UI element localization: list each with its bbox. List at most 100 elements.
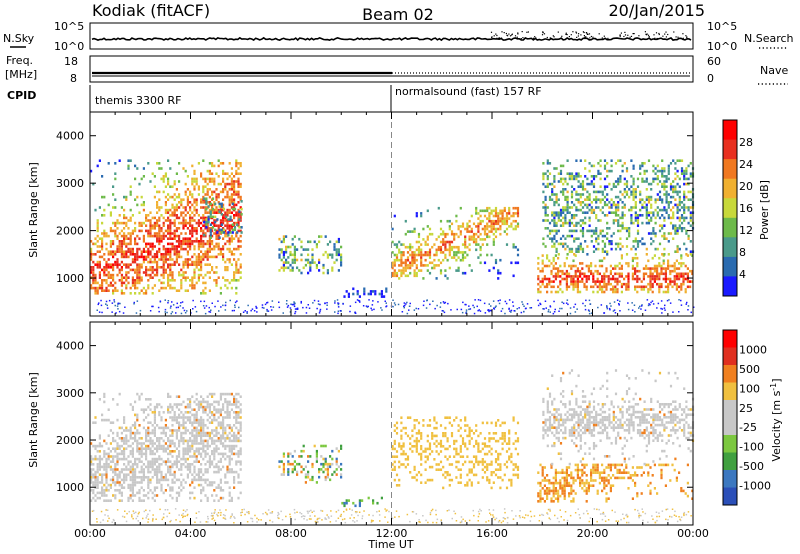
velocity-cell xyxy=(169,429,172,432)
power-cell xyxy=(632,195,635,199)
power-cell xyxy=(98,286,101,290)
power-scatter-point xyxy=(483,302,486,305)
power-cell xyxy=(171,221,174,225)
power-scatter-point xyxy=(105,300,108,303)
power-cell xyxy=(603,290,606,294)
power-cell xyxy=(598,282,601,286)
power-cell xyxy=(200,221,203,225)
power-cell xyxy=(649,288,652,291)
power-cell xyxy=(134,198,137,201)
power-cell xyxy=(296,258,299,262)
power-cell xyxy=(479,248,482,252)
velocity-cell xyxy=(105,481,108,484)
power-cell xyxy=(426,225,429,228)
power-cell xyxy=(557,211,560,214)
velocity-cell xyxy=(204,405,207,409)
power-cell xyxy=(592,277,595,281)
power-cell xyxy=(625,229,629,233)
power-cell xyxy=(551,240,554,243)
power-cell xyxy=(293,235,296,238)
power-cell xyxy=(222,219,225,222)
nsearch-point xyxy=(654,37,656,39)
power-scatter-point xyxy=(490,310,492,312)
velocity-cell xyxy=(204,400,207,404)
power-cell xyxy=(424,251,427,254)
nsearch-point xyxy=(619,35,621,37)
power-cell xyxy=(202,229,205,233)
power-cell xyxy=(472,238,476,241)
power-cell xyxy=(667,206,670,209)
power-cell xyxy=(672,214,675,217)
power-cell xyxy=(402,271,405,275)
power-cell xyxy=(596,277,599,281)
velocity-cell xyxy=(164,478,167,482)
power-cell xyxy=(120,234,123,238)
power-cell xyxy=(658,216,662,220)
velocity-cell xyxy=(96,450,99,453)
power-cell xyxy=(230,219,233,222)
velocity-cell xyxy=(153,499,156,502)
power-scatter-point xyxy=(371,309,373,311)
power-cell xyxy=(182,260,185,264)
velocity-cell xyxy=(149,489,152,492)
power-cell xyxy=(674,232,677,235)
power-cell xyxy=(164,268,167,272)
power-cell xyxy=(595,198,598,201)
power-cell xyxy=(686,272,689,276)
power-cell xyxy=(182,198,185,201)
nsearch-point xyxy=(590,35,592,38)
power-cell xyxy=(178,195,181,199)
velocity-cell xyxy=(173,442,176,445)
power-cell xyxy=(685,253,688,256)
power-cell xyxy=(114,198,117,201)
velocity-cell xyxy=(116,444,119,448)
velocity-cell xyxy=(147,486,150,489)
power-cell xyxy=(171,273,174,277)
velocity-cell xyxy=(90,470,93,474)
nsearch-point xyxy=(585,36,587,38)
power-scatter-point xyxy=(500,310,503,312)
power-cell xyxy=(466,225,469,228)
power-cell xyxy=(632,167,635,170)
power-cell xyxy=(228,258,231,261)
power-cell xyxy=(453,251,456,254)
power-cell xyxy=(404,232,407,236)
power-cell xyxy=(516,253,520,257)
power-cell xyxy=(337,253,340,257)
power-scatter-point xyxy=(251,308,254,310)
power-cell xyxy=(156,224,159,227)
power-cell xyxy=(208,177,211,181)
power-scatter-point xyxy=(417,308,420,310)
velocity-cell xyxy=(129,494,132,497)
power-cell xyxy=(422,264,425,267)
power-cell xyxy=(204,250,207,253)
power-scatter-point xyxy=(393,302,396,304)
velocity-cell xyxy=(105,468,108,471)
velocity-cell xyxy=(215,426,218,430)
velocity-cell xyxy=(145,398,148,401)
power-cell xyxy=(652,164,655,168)
power-cell xyxy=(191,284,194,287)
power-cell xyxy=(689,250,692,253)
velocity-cell xyxy=(147,429,150,432)
power-cell xyxy=(169,271,172,274)
power-cell xyxy=(307,271,310,275)
power-scatter-point xyxy=(413,309,416,311)
power-cell xyxy=(548,232,552,235)
velocity-cell xyxy=(98,465,101,469)
power-cell xyxy=(101,247,104,251)
power-cell xyxy=(186,240,189,243)
power-cell xyxy=(661,234,664,238)
power-scatter-point xyxy=(680,299,682,302)
power-cell xyxy=(612,211,615,214)
power-cell xyxy=(239,162,242,165)
velocity-cell xyxy=(103,499,106,502)
power-cell xyxy=(98,284,101,287)
power-cell xyxy=(215,195,218,199)
power-cell xyxy=(211,207,215,211)
power-cell xyxy=(309,269,312,272)
velocity-cell xyxy=(193,486,196,489)
velocity-cell xyxy=(96,468,99,471)
power-cell xyxy=(512,274,515,278)
velocity-cell xyxy=(116,418,119,422)
